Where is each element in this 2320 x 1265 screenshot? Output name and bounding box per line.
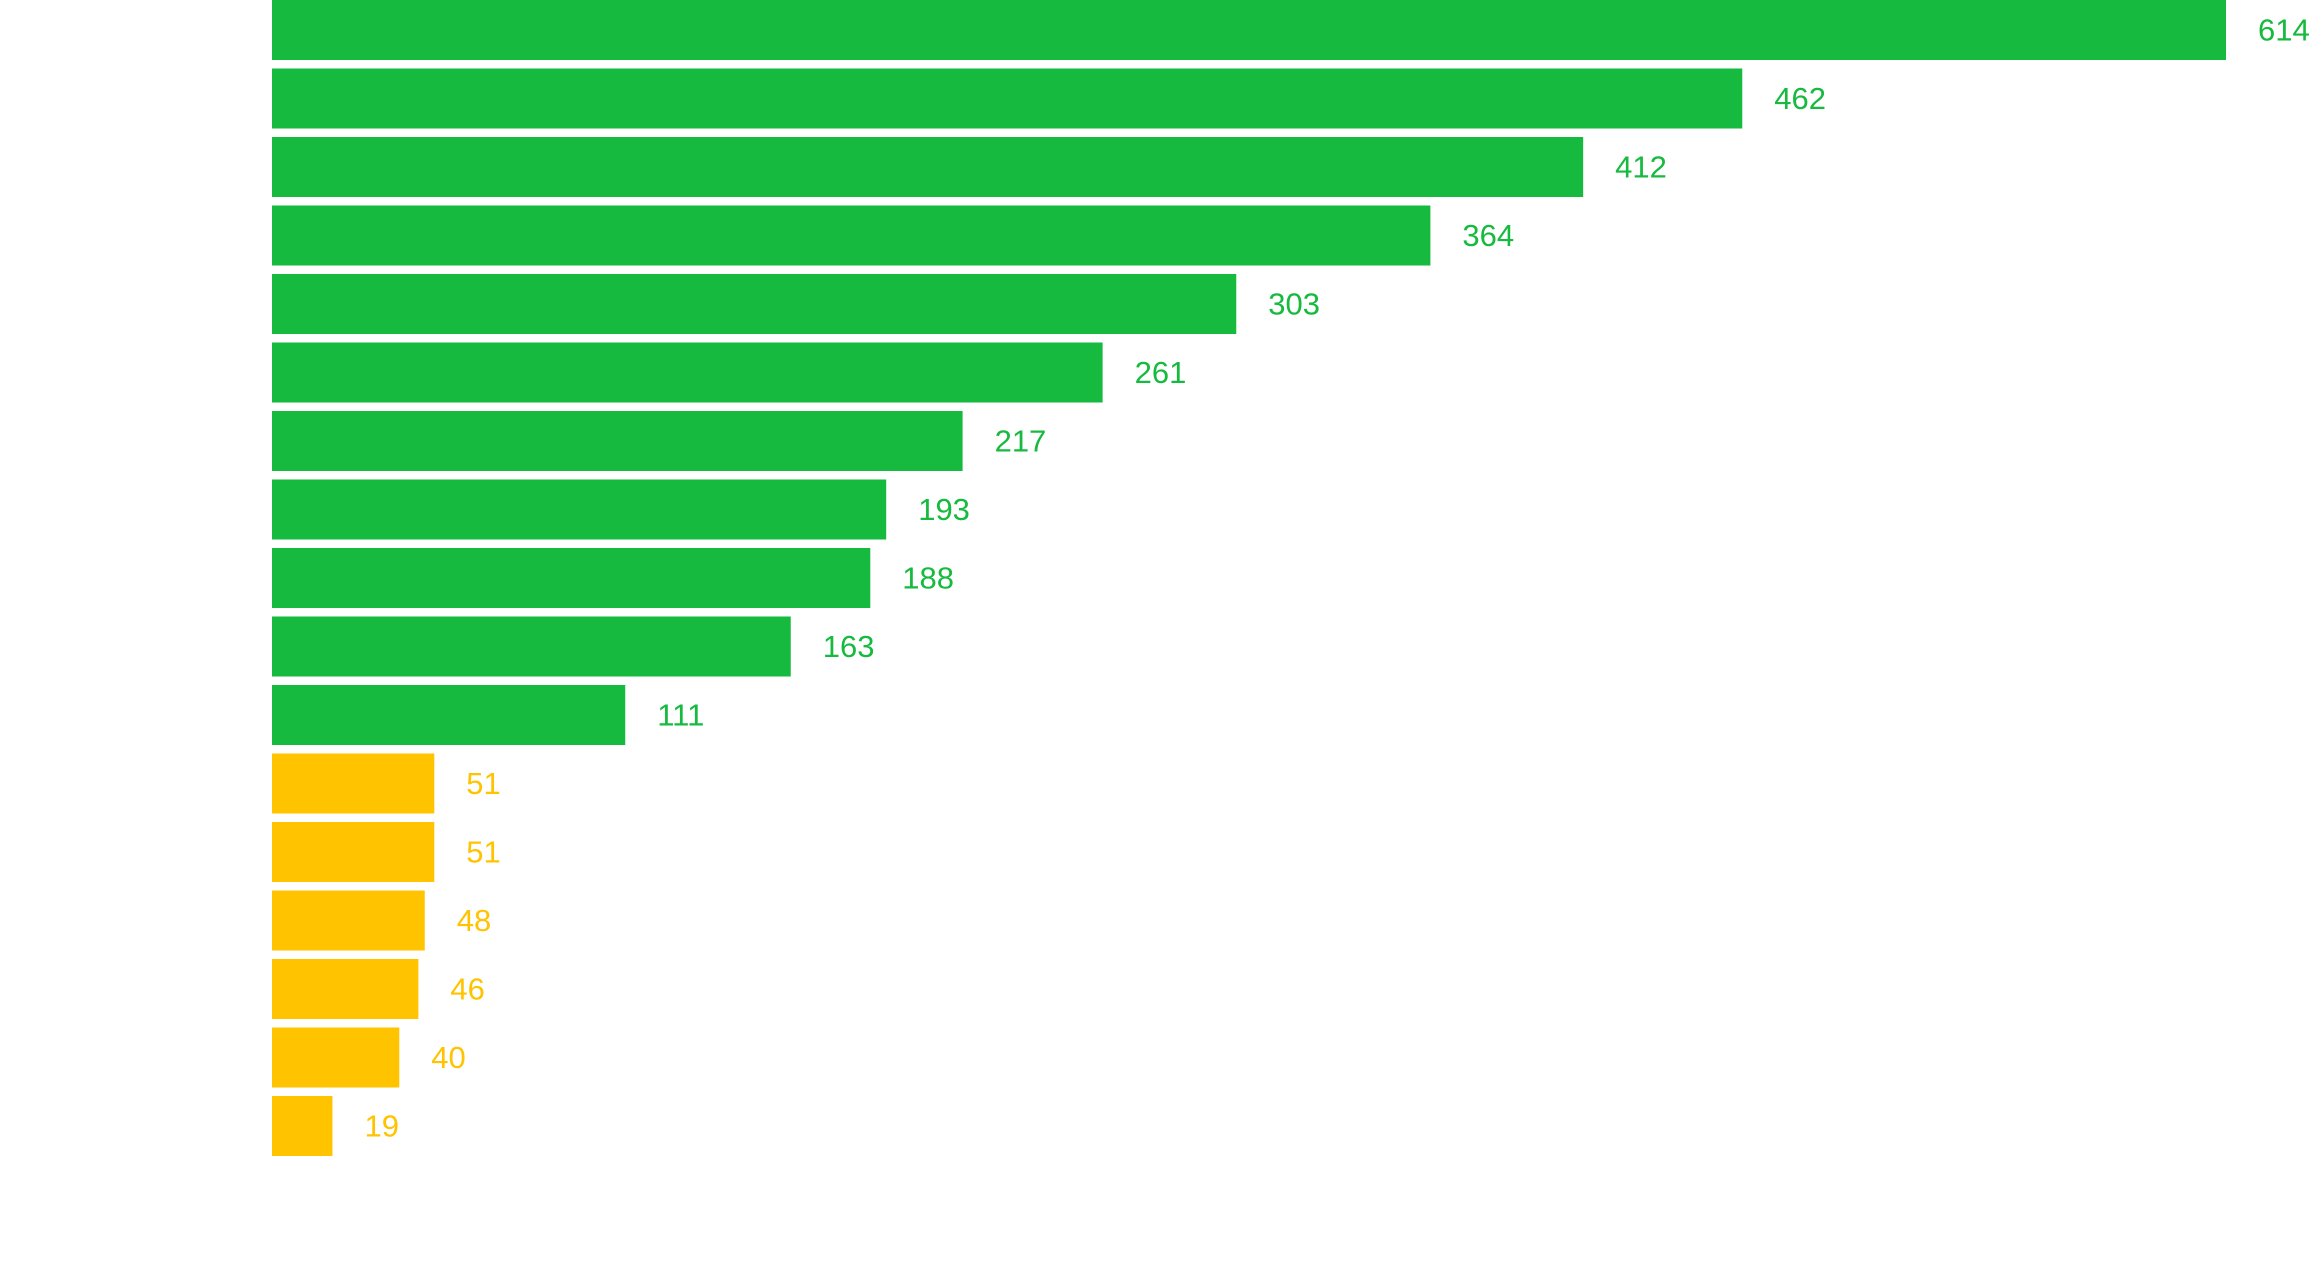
data-labels-group: 614 462 412 364 303 261 217 193 188 163 111 51 51 48 4… bbox=[364, 13, 2309, 1144]
data-label: 40 bbox=[431, 1040, 465, 1075]
data-label: 188 bbox=[902, 561, 954, 596]
data-label: 303 bbox=[1268, 287, 1320, 322]
bar bbox=[272, 548, 871, 608]
data-label: 111 bbox=[657, 698, 704, 733]
bar bbox=[272, 753, 435, 814]
bar bbox=[272, 274, 1237, 334]
data-label: 217 bbox=[995, 424, 1047, 459]
bar bbox=[272, 1096, 333, 1156]
data-label: 412 bbox=[1615, 150, 1667, 185]
bar bbox=[272, 342, 1103, 403]
bars-group bbox=[272, 0, 2226, 1156]
bar bbox=[272, 411, 963, 471]
data-label: 462 bbox=[1774, 81, 1826, 116]
data-label: 193 bbox=[918, 492, 970, 527]
bar bbox=[272, 959, 419, 1019]
data-label: 364 bbox=[1462, 218, 1514, 253]
data-label: 19 bbox=[364, 1109, 398, 1144]
data-label: 614 bbox=[2258, 13, 2310, 48]
bar bbox=[272, 616, 791, 677]
data-label: 46 bbox=[450, 972, 484, 1007]
bar bbox=[272, 68, 1743, 129]
bar bbox=[272, 685, 626, 745]
bar bbox=[272, 1027, 400, 1088]
bar bbox=[272, 205, 1431, 266]
data-label: 48 bbox=[457, 903, 491, 938]
data-label: 51 bbox=[466, 766, 500, 801]
bar bbox=[272, 890, 425, 951]
bar bbox=[272, 822, 435, 882]
bar bbox=[272, 137, 1584, 197]
bar bbox=[272, 479, 887, 540]
data-label: 163 bbox=[823, 629, 875, 664]
bar bbox=[272, 0, 2226, 60]
data-label: 261 bbox=[1135, 355, 1187, 390]
data-label: 51 bbox=[466, 835, 500, 870]
